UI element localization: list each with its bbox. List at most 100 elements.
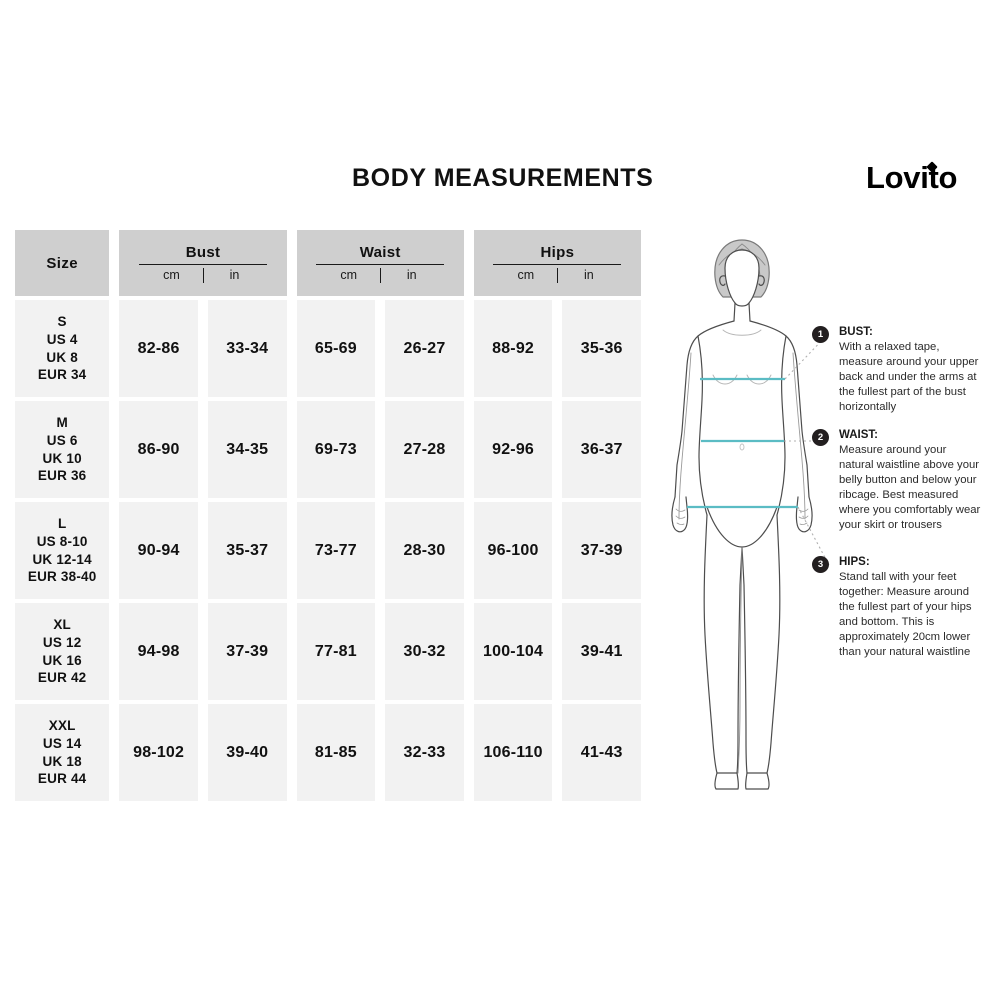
cell-hips-in: 36-37 [562, 401, 641, 498]
header-divider [139, 264, 268, 265]
hips-unit-in: in [584, 268, 594, 283]
bust-unit-cm: cm [163, 268, 180, 283]
size-line: UK 10 [42, 450, 82, 466]
cell-waist-in: 28-30 [385, 502, 464, 599]
callout-hips-text: Stand tall with your feet together: Meas… [839, 571, 972, 659]
callout-waist-text: Measure around your natural waistline ab… [839, 444, 981, 532]
size-line: EUR 36 [37, 468, 87, 484]
waist-unit-cm: cm [340, 268, 358, 283]
size-line: EUR 44 [37, 771, 87, 787]
unit-divider [202, 268, 204, 283]
table-header-row: Size Bust cm in Waist cm in Hips cm [15, 230, 641, 296]
face-shape [724, 249, 760, 307]
leader-line-hips [797, 506, 830, 566]
size-line: M [56, 414, 68, 430]
cell-waist-cm: 73-77 [296, 502, 376, 599]
column-header-bust: Bust cm in [119, 230, 287, 296]
column-header-size: Size [15, 230, 110, 296]
cell-bust-in: 37-39 [207, 603, 287, 700]
callout-badge-1: 1 [812, 326, 829, 343]
cell-waist-in: 30-32 [385, 603, 464, 700]
column-header-hips: Hips cm in [473, 230, 641, 296]
cell-waist-cm: 69-73 [296, 401, 376, 498]
size-line: EUR 34 [37, 367, 87, 383]
cell-bust-in: 34-35 [207, 401, 287, 498]
cell-bust-in: 39-40 [207, 704, 287, 801]
column-header-waist: Waist cm in [296, 230, 464, 296]
callout-bust-text: With a relaxed tape, measure around your… [839, 341, 979, 414]
cell-bust-in: 33-34 [207, 300, 287, 397]
cell-waist-in: 26-27 [385, 300, 464, 397]
hips-unit-cm: cm [517, 268, 535, 283]
size-chart-table: Size Bust cm in Waist cm in Hips cm [15, 230, 641, 805]
cell-bust-cm: 94-98 [119, 603, 198, 700]
cell-bust-cm: 82-86 [119, 300, 198, 397]
body-figure-illustration [655, 235, 830, 795]
table-row: M US 6 UK 10 EUR 36 86-90 34-35 69-73 27-28 92-9… [15, 401, 641, 498]
table-row: XXL US 14 UK 18 EUR 44 98-102 39-40 81-85 32-33… [15, 704, 641, 801]
callout-bust: 1 BUST: With a relaxed tape, measure aro… [812, 325, 982, 415]
size-line: US 4 [46, 331, 78, 347]
page-title: BODY MEASUREMENTS [352, 164, 654, 192]
cell-hips-cm: 88-92 [473, 300, 553, 397]
header-divider [316, 264, 445, 265]
size-line: UK 8 [46, 349, 78, 365]
size-label-xl: XL US 12 UK 16 EUR 42 [15, 603, 110, 700]
size-label-l: L US 8-10 UK 12-14 EUR 38-40 [15, 502, 110, 599]
column-header-hips-label: Hips [540, 244, 575, 261]
cell-waist-cm: 81-85 [296, 704, 376, 801]
cell-bust-cm: 90-94 [119, 502, 198, 599]
column-header-bust-label: Bust [185, 244, 221, 261]
callout-bust-title: BUST: [839, 326, 873, 338]
waist-units: cm in [322, 268, 439, 283]
size-line: UK 16 [42, 652, 82, 668]
cell-hips-cm: 92-96 [473, 401, 553, 498]
column-header-waist-label: Waist [359, 244, 401, 261]
cell-hips-cm: 96-100 [473, 502, 553, 599]
cell-hips-in: 41-43 [562, 704, 641, 801]
cell-waist-in: 32-33 [385, 704, 464, 801]
unit-divider [556, 268, 558, 283]
callout-hips: 3 HIPS: Stand tall with your feet togeth… [812, 555, 982, 660]
cell-hips-in: 35-36 [562, 300, 641, 397]
size-label-m: M US 6 UK 10 EUR 36 [15, 401, 110, 498]
size-line: US 12 [42, 634, 82, 650]
measure-lines [687, 377, 798, 509]
size-line: UK 12-14 [32, 551, 92, 567]
callout-badge-2: 2 [812, 429, 829, 446]
cell-bust-cm: 86-90 [119, 401, 198, 498]
hips-units: cm in [499, 268, 616, 283]
waist-unit-in: in [406, 268, 417, 283]
unit-divider [379, 268, 381, 283]
table-body: S US 4 UK 8 EUR 34 82-86 33-34 65-69 26-27 88-92… [15, 300, 641, 801]
brand-logo-text: Lovito [866, 160, 958, 195]
cell-waist-cm: 65-69 [296, 300, 376, 397]
cell-hips-cm: 106-110 [473, 704, 553, 801]
cell-waist-cm: 77-81 [296, 603, 376, 700]
size-line: US 8-10 [36, 533, 88, 549]
brand-logo: Lovito [866, 160, 957, 196]
table-row: XL US 12 UK 16 EUR 42 94-98 37-39 77-81 30-32 10… [15, 603, 641, 700]
cell-hips-cm: 100-104 [473, 603, 553, 700]
size-line: US 6 [46, 432, 78, 448]
table-row: S US 4 UK 8 EUR 34 82-86 33-34 65-69 26-27 88-92… [15, 300, 641, 397]
size-label-s: S US 4 UK 8 EUR 34 [15, 300, 110, 397]
cell-waist-in: 27-28 [385, 401, 464, 498]
size-line: XL [53, 616, 71, 632]
callout-badge-3: 3 [812, 556, 829, 573]
size-line: S [57, 313, 67, 329]
callout-hips-title: HIPS: [839, 556, 870, 568]
cell-bust-cm: 98-102 [119, 704, 198, 801]
size-line: EUR 42 [37, 670, 87, 686]
size-line: US 14 [42, 735, 82, 751]
bust-units: cm in [145, 268, 262, 283]
header-divider [493, 264, 622, 265]
cell-hips-in: 37-39 [562, 502, 641, 599]
size-line: EUR 38-40 [27, 569, 97, 585]
cell-bust-in: 35-37 [207, 502, 287, 599]
cell-hips-in: 39-41 [562, 603, 641, 700]
table-row: L US 8-10 UK 12-14 EUR 38-40 90-94 35-37 73-77… [15, 502, 641, 599]
size-line: L [57, 515, 67, 531]
size-line: XXL [48, 717, 76, 733]
size-line: UK 18 [42, 753, 82, 769]
